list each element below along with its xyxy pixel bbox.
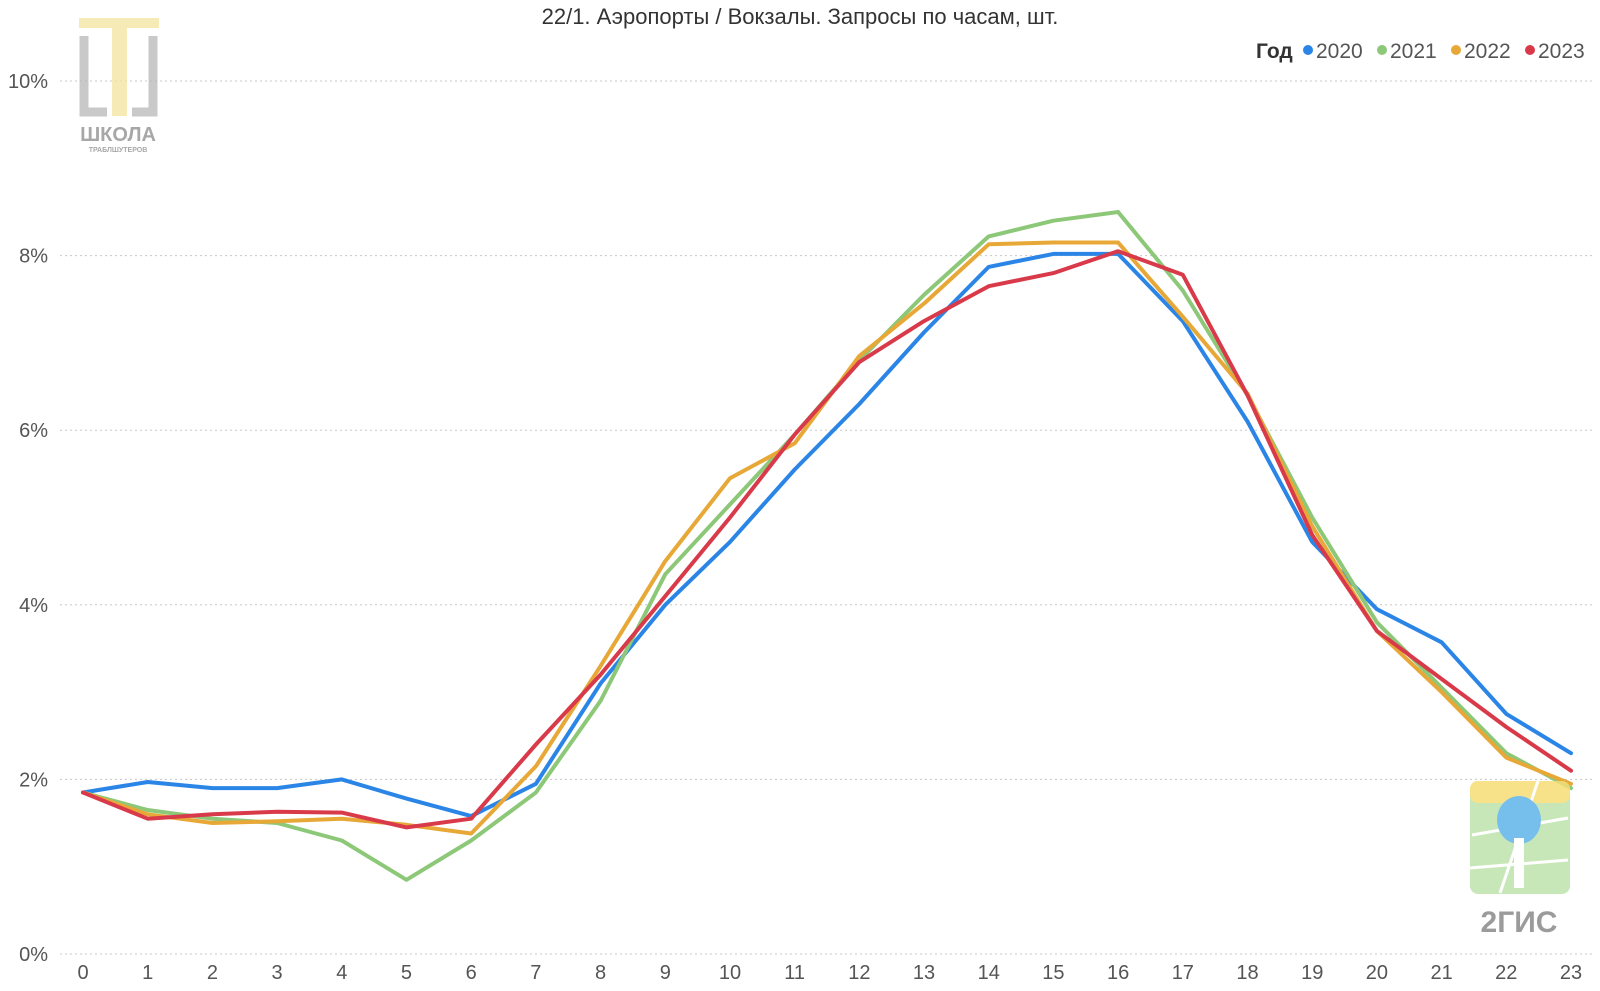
x-tick-label: 4 bbox=[336, 962, 347, 984]
x-tick-label: 6 bbox=[466, 962, 477, 984]
y-tick-label: 8% bbox=[19, 246, 48, 268]
legend-label-2023: 2023 bbox=[1538, 40, 1585, 63]
y-axis-ticks: 0% 2% 4% 6% 8% 10% bbox=[8, 71, 48, 966]
x-tick-label: 21 bbox=[1430, 962, 1452, 984]
2gis-logo: 2ГИС bbox=[1469, 780, 1570, 939]
series-line-2023 bbox=[81, 249, 1573, 830]
y-tick-label: 0% bbox=[19, 944, 48, 966]
x-tick-label: 20 bbox=[1366, 962, 1388, 984]
x-tick-label: 2 bbox=[207, 962, 218, 984]
legend: Год 2020 2021 2022 2023 bbox=[1256, 40, 1585, 63]
legend-marker-2020 bbox=[1303, 45, 1313, 55]
x-tick-label: 15 bbox=[1042, 962, 1064, 984]
x-tick-label: 23 bbox=[1560, 962, 1582, 984]
y-tick-label: 2% bbox=[19, 769, 48, 791]
legend-title: Год bbox=[1256, 40, 1293, 63]
x-tick-label: 8 bbox=[595, 962, 606, 984]
school-logo-subtext: ТРАБЛШУТЕРОВ bbox=[89, 147, 148, 154]
y-tick-label: 6% bbox=[19, 420, 48, 442]
legend-label-2021: 2021 bbox=[1390, 40, 1437, 63]
x-tick-label: 16 bbox=[1107, 962, 1129, 984]
x-tick-label: 1 bbox=[142, 962, 153, 984]
y-tick-label: 4% bbox=[19, 595, 48, 617]
chart-title: 22/1. Аэропорты / Вокзалы. Запросы по ча… bbox=[542, 4, 1059, 29]
x-tick-label: 10 bbox=[719, 962, 741, 984]
school-logo-text: ШКОЛА bbox=[80, 124, 156, 146]
x-tick-label: 11 bbox=[784, 962, 805, 984]
x-tick-label: 14 bbox=[978, 962, 1000, 984]
x-tick-label: 17 bbox=[1172, 962, 1194, 984]
x-tick-label: 3 bbox=[272, 962, 283, 984]
y-tick-label: 10% bbox=[8, 71, 48, 93]
legend-marker-2023 bbox=[1525, 45, 1535, 55]
series-lines bbox=[81, 210, 1573, 882]
x-tick-label: 19 bbox=[1301, 962, 1323, 984]
x-tick-label: 0 bbox=[77, 962, 88, 984]
x-tick-label: 7 bbox=[530, 962, 541, 984]
series-line-2022 bbox=[81, 240, 1573, 836]
school-logo: ШКОЛА ТРАБЛШУТЕРОВ bbox=[79, 18, 159, 154]
x-tick-label: 12 bbox=[848, 962, 870, 984]
x-tick-label: 5 bbox=[401, 962, 412, 984]
gridlines bbox=[60, 80, 1595, 955]
legend-label-2020: 2020 bbox=[1316, 40, 1363, 63]
x-tick-label: 13 bbox=[913, 962, 935, 984]
x-tick-label: 22 bbox=[1495, 962, 1517, 984]
legend-marker-2022 bbox=[1451, 45, 1461, 55]
legend-label-2022: 2022 bbox=[1464, 40, 1511, 63]
series-line-2020 bbox=[81, 251, 1573, 819]
x-tick-label: 18 bbox=[1236, 962, 1258, 984]
legend-marker-2021 bbox=[1377, 45, 1387, 55]
x-axis-ticks: 0 1 2 3 4 5 6 7 8 9 10 11 12 13 14 15 16 17 18 19 20 21 22 23 bbox=[77, 962, 1582, 984]
2gis-logo-text: 2ГИС bbox=[1481, 906, 1558, 939]
x-tick-label: 9 bbox=[660, 962, 671, 984]
